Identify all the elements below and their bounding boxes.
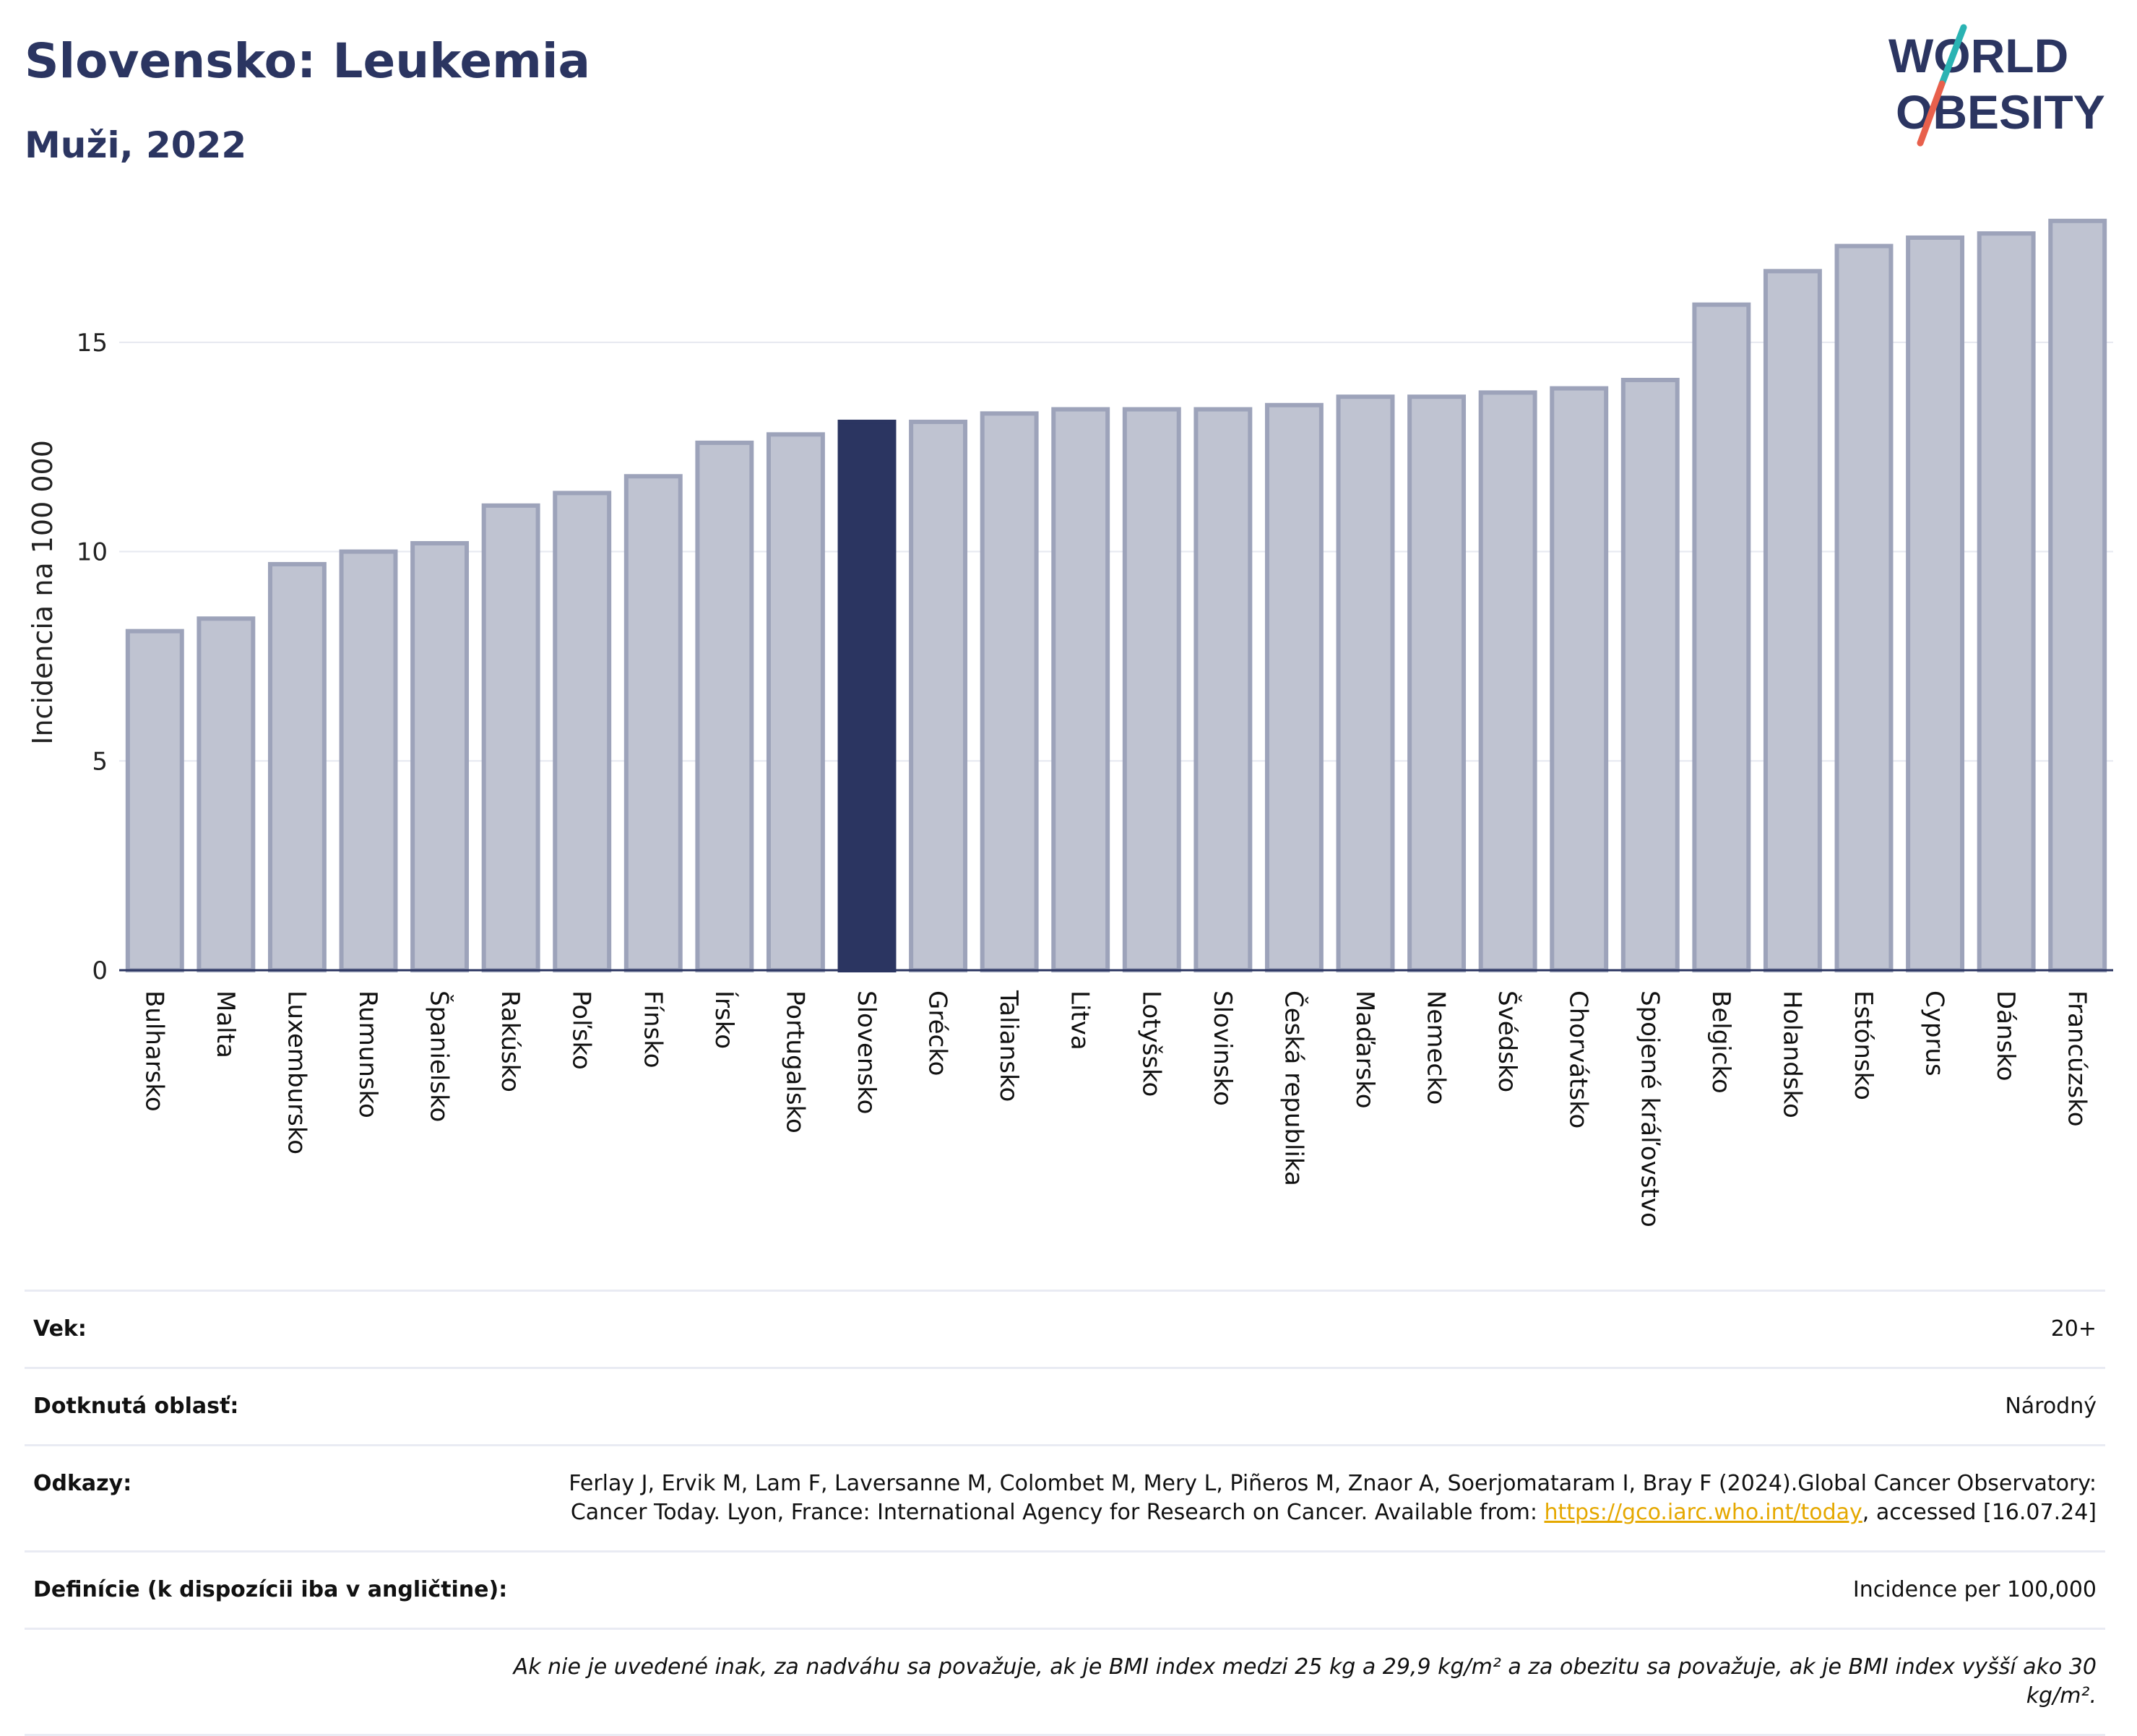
- bar-taliansko: [980, 411, 1039, 972]
- bars: [125, 218, 2107, 973]
- x-tick-label: Fínsko: [638, 990, 667, 1068]
- x-tick-label: Luxembursko: [282, 990, 311, 1154]
- bar-írsko: [695, 440, 754, 972]
- x-tick-label: Slovensko: [852, 990, 881, 1114]
- bar-česká-republika: [1264, 402, 1324, 972]
- x-tick-label: Chorvátsko: [1564, 990, 1593, 1128]
- bar-estónsko: [1834, 243, 1894, 972]
- bar-dánsko: [1977, 231, 2036, 972]
- bar-slovinsko: [1193, 407, 1253, 972]
- x-tick-label: Nemecko: [1422, 990, 1451, 1105]
- bar-lotyšsko: [1122, 407, 1181, 972]
- bar-chart: 0 5 10 15 Bulharsko Malta Luxembursko Rumunsko…: [27, 218, 2113, 1227]
- x-tick-label: Holandsko: [1777, 990, 1806, 1118]
- bmi-note: Ak nie je uvedené inak, za nadváhu sa po…: [513, 1654, 2097, 1709]
- definitions-value: Incidence per 100,000: [1852, 1577, 2097, 1602]
- references-accessed: , accessed [16.07.24]: [1862, 1500, 2097, 1525]
- x-tick-label: Španielsko: [425, 990, 454, 1122]
- logo-slash-bottom: [1917, 80, 1946, 147]
- x-tick-label: Estónsko: [1849, 990, 1878, 1100]
- bar-poľsko: [553, 491, 612, 972]
- definitions-label: Definície (k dispozícii iba v angličtine…: [33, 1577, 508, 1602]
- x-tick-label: Belgicko: [1706, 990, 1735, 1094]
- area-value: Národný: [2005, 1394, 2097, 1419]
- x-tick-label: Bulharsko: [139, 990, 168, 1112]
- x-tick-label: Rakúsko: [496, 990, 524, 1092]
- bar-nemecko: [1407, 394, 1467, 972]
- bar-cyprus: [1906, 235, 1965, 972]
- references-label: Odkazy:: [33, 1471, 132, 1496]
- bar-holandsko: [1763, 269, 1822, 973]
- y-tick-label: 0: [92, 956, 108, 985]
- y-tick-labels: 0 5 10 15: [77, 329, 108, 985]
- bar-grécko: [909, 419, 968, 972]
- y-tick-label: 10: [77, 538, 108, 567]
- area-label: Dotknutá oblasť:: [33, 1394, 239, 1419]
- bar-slovensko: [837, 419, 897, 972]
- bar-litva: [1051, 407, 1110, 972]
- x-tick-label: Slovinsko: [1208, 990, 1237, 1106]
- x-tick-label: Malta: [211, 990, 240, 1058]
- bar-rumunsko: [339, 549, 398, 972]
- bar-rakúsko: [481, 503, 540, 972]
- bar-francúzsko: [2048, 218, 2107, 972]
- logo-line1: WORLD: [1888, 29, 2068, 82]
- bar-portugalsko: [766, 432, 825, 972]
- y-tick-label: 5: [92, 747, 108, 776]
- x-tick-label: Poľsko: [567, 990, 596, 1070]
- definitions-row: Definície (k dispozícii iba v angličtine…: [25, 1550, 2105, 1628]
- x-tick-label: Spojené kráľovstvo: [1635, 990, 1664, 1227]
- x-tick-label: Portugalsko: [780, 990, 809, 1133]
- bar-malta: [197, 616, 256, 972]
- x-tick-label: Írsko: [709, 990, 739, 1049]
- x-tick-label: Litva: [1066, 990, 1095, 1050]
- x-tick-label: Francúzsko: [2063, 990, 2091, 1127]
- bar-švédsko: [1478, 390, 1537, 972]
- bar-maďarsko: [1336, 394, 1395, 972]
- x-tick-labels: Bulharsko Malta Luxembursko Rumunsko Španiel…: [139, 990, 2091, 1227]
- chart-subtitle: Muži, 2022: [25, 124, 247, 166]
- references-link[interactable]: https://gco.iarc.who.int/today: [1544, 1500, 1862, 1525]
- bar-spojené-kráľovstvo: [1620, 377, 1680, 972]
- x-tick-label: Dánsko: [1991, 990, 2020, 1081]
- references-value: Ferlay J, Ervik M, Lam F, Laversanne M, …: [507, 1469, 2097, 1527]
- bar-španielsko: [410, 540, 470, 972]
- bar-fínsko: [623, 474, 683, 972]
- x-tick-label: Lotyšsko: [1136, 990, 1165, 1097]
- x-tick-label: Rumunsko: [353, 990, 382, 1118]
- references-text: Ferlay J, Ervik M, Lam F, Laversanne M, …: [569, 1471, 2097, 1525]
- age-value: 20+: [2050, 1316, 2097, 1342]
- age-label: Vek:: [33, 1316, 87, 1342]
- x-tick-label: Grécko: [923, 990, 952, 1076]
- x-tick-label: Švédsko: [1493, 990, 1522, 1092]
- age-row: Vek: 20+: [25, 1290, 2105, 1367]
- chart-title: Slovensko: Leukemia: [25, 33, 591, 89]
- x-tick-label: Taliansko: [994, 990, 1023, 1102]
- world-obesity-logo: WORLD OBESITY: [1888, 24, 2105, 147]
- note-row: Ak nie je uvedené inak, za nadváhu sa po…: [25, 1628, 2105, 1736]
- y-axis-label: Incidencia na 100 000: [27, 440, 59, 745]
- y-tick-label: 15: [77, 329, 108, 358]
- x-tick-label: Česká republika: [1279, 990, 1308, 1186]
- references-row: Odkazy: Ferlay J, Ervik M, Lam F, Lavers…: [25, 1444, 2105, 1550]
- bar-belgicko: [1692, 302, 1751, 972]
- bar-luxembursko: [267, 561, 327, 972]
- logo-slash-top: [1938, 24, 1967, 87]
- x-tick-label: Maďarsko: [1350, 990, 1379, 1109]
- x-tick-label: Cyprus: [1920, 990, 1949, 1076]
- bar-chorvátsko: [1550, 386, 1609, 972]
- area-row: Dotknutá oblasť: Národný: [25, 1367, 2105, 1444]
- bar-bulharsko: [125, 629, 184, 973]
- info-table: Vek: 20+ Dotknutá oblasť: Národný Odkazy…: [25, 1290, 2105, 1736]
